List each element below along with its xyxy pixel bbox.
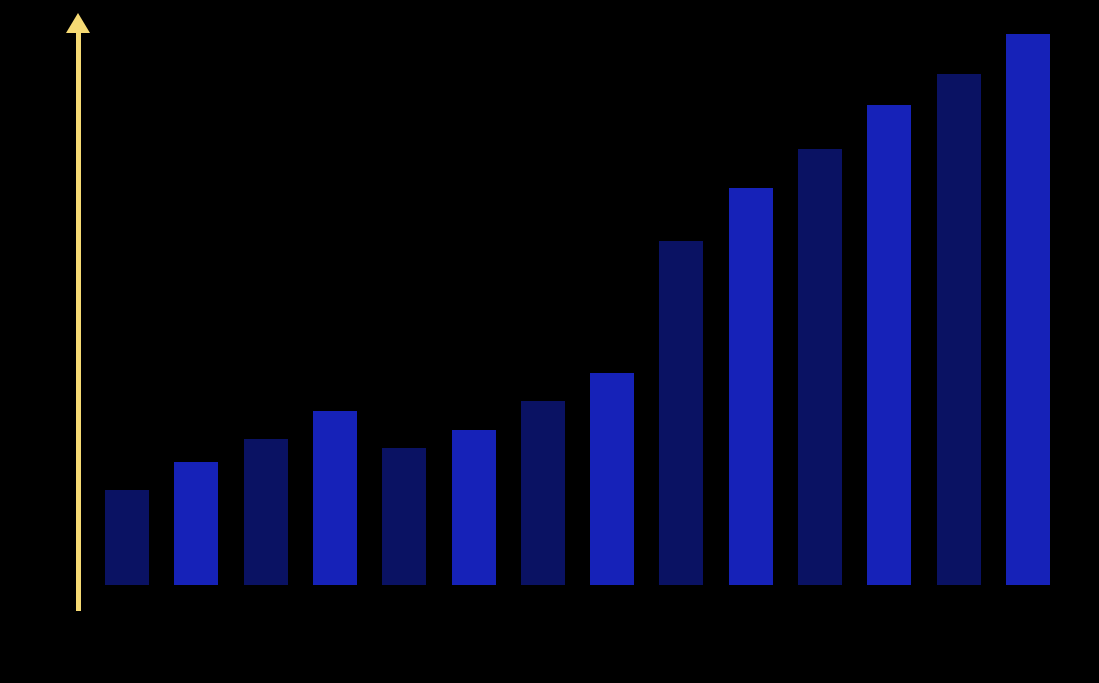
y-axis-arrowhead-icon — [66, 13, 90, 33]
bar — [729, 188, 773, 585]
bar — [937, 74, 981, 585]
bar — [452, 430, 496, 585]
bar — [590, 373, 634, 585]
bar — [244, 439, 288, 585]
bar — [105, 490, 149, 585]
bar — [313, 411, 357, 585]
bar — [798, 149, 842, 585]
bar — [867, 105, 911, 585]
bar — [521, 401, 565, 585]
bar — [1006, 34, 1050, 585]
bar — [659, 241, 703, 585]
y-axis-line — [76, 29, 81, 611]
bar — [174, 462, 218, 585]
bar — [382, 448, 426, 585]
